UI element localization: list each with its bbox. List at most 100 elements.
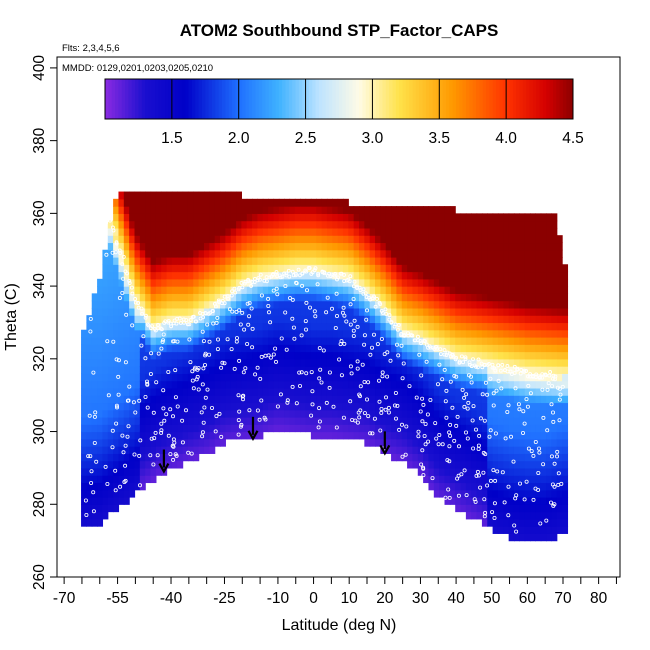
heatmap-cell [412,329,419,338]
heatmap-cell [455,424,462,433]
heatmap-cell [241,322,248,331]
heatmap-cell [497,235,504,244]
heatmap-cell [86,387,93,396]
colorbar-swatch [479,79,484,119]
flight-sample-point [362,342,367,347]
heatmap-cell [278,300,285,309]
heatmap-cell [246,249,253,258]
flight-sample-point [491,468,496,473]
flight-sample-point [283,310,288,315]
heatmap-cell [519,431,526,440]
heatmap-cell [326,380,333,389]
heatmap-cell [513,467,520,476]
heatmap-cell [455,438,462,447]
heatmap-cell [513,329,520,338]
heatmap-cell [513,307,520,316]
heatmap-cell [369,315,376,324]
flight-sample-point [156,351,161,356]
ridge-sample-point [184,318,189,323]
heatmap-cell [401,235,408,244]
heatmap-cell [556,431,563,440]
heatmap-cell [332,409,339,418]
heatmap-cell [198,446,205,454]
heatmap-cell [214,373,221,382]
heatmap-cell [171,322,178,331]
heatmap-cell [102,315,109,324]
heatmap-cell [342,293,349,302]
heatmap-cell [252,278,259,287]
heatmap-cell [177,453,184,462]
flight-sample-point [339,373,344,378]
heatmap-cell [310,249,317,258]
heatmap-cell [203,344,210,353]
flight-sample-point [341,415,346,420]
heatmap-cell [262,198,269,207]
heatmap-cell [556,482,563,491]
heatmap-cell [91,504,98,513]
heatmap-cell [81,351,87,360]
marker-arrow [247,416,259,442]
flight-sample-point [505,409,510,414]
heatmap-cell [171,402,178,411]
heatmap-cell [305,257,312,265]
colorbar-swatch [131,79,136,119]
ridge-sample-point [143,313,148,318]
heatmap-cell [326,293,333,302]
ridge-sample-point [290,269,295,274]
heatmap-cell [401,293,408,302]
colorbar-swatch [121,79,126,119]
heatmap-cell [129,460,136,469]
heatmap-cell [294,206,301,214]
colorbar-swatch [125,79,129,119]
heatmap-cell [375,213,381,222]
flight-sample-point [111,339,116,344]
flight-sample-point [428,397,433,402]
heatmap-cell [241,366,248,374]
heatmap-cell [342,235,349,244]
flight-sample-point [113,488,118,493]
heatmap-cell [150,387,157,396]
flight-sample-point [545,428,550,433]
flight-sample-point [180,418,185,423]
heatmap-cell [551,257,558,265]
heatmap-cell [348,329,355,338]
heatmap-cell [161,249,168,258]
heatmap-cell [134,213,141,222]
heatmap-cell [433,213,440,222]
heatmap-cell [492,380,499,389]
heatmap-cell [214,293,221,302]
heatmap-cell [91,431,98,440]
heatmap-cell [310,417,317,425]
flight-sample-point [526,383,531,388]
heatmap-cell [166,373,173,382]
heatmap-cell [203,198,210,207]
heatmap-cell [236,249,242,258]
heatmap-cell [310,286,317,294]
heatmap-cell [118,235,125,244]
heatmap-cell [171,453,178,462]
heatmap-cell [481,482,488,491]
heatmap-cell [145,264,152,273]
flight-sample-point [378,428,383,433]
heatmap-cell [182,249,189,258]
heatmap-cell [337,417,344,425]
heatmap-cell [497,278,504,287]
heatmap-cell [487,518,494,527]
heatmap-cell [364,227,371,236]
heatmap-cell [310,322,317,331]
heatmap-cell [476,344,483,353]
heatmap-cell [262,402,269,411]
heatmap-cell [294,329,301,338]
heatmap-cell [519,242,526,251]
heatmap-cell [246,431,253,440]
heatmap-cell [102,329,109,338]
heatmap-cell [471,213,478,222]
heatmap-cell [460,431,467,440]
heatmap-cell [508,518,515,527]
heatmap-cell [252,315,259,324]
heatmap-cell [81,395,87,404]
heatmap-cell [476,366,483,374]
heatmap-cell [139,220,146,229]
heatmap-cell [562,402,569,411]
heatmap-cell [262,307,269,316]
